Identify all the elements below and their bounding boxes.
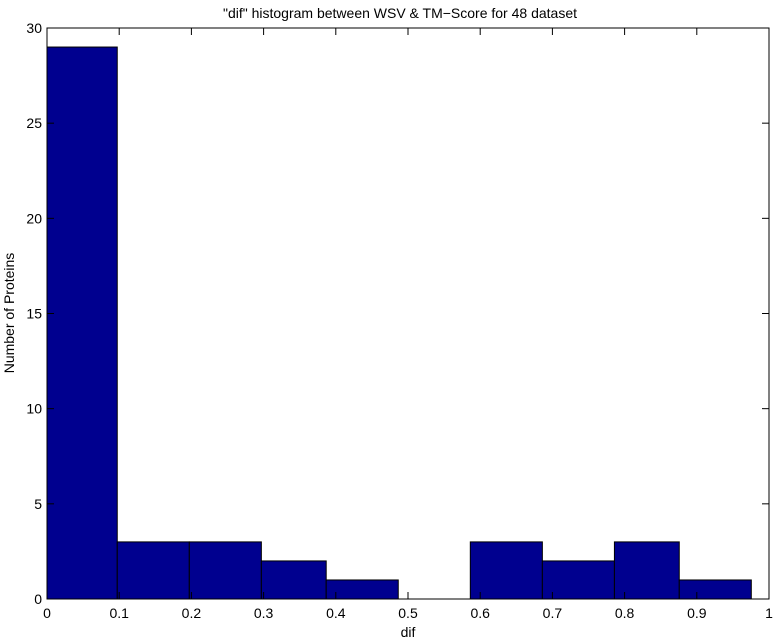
histogram-bar-5 — [325, 579, 399, 600]
y-tick-label: 25 — [26, 115, 42, 131]
y-tick-label: 10 — [26, 401, 42, 417]
x-tick-label: 0.5 — [398, 605, 418, 621]
x-tick-label: 0.9 — [687, 605, 707, 621]
histogram-bar-2 — [116, 541, 190, 600]
histogram-bar-3 — [188, 541, 262, 600]
y-tick-label: 0 — [34, 591, 42, 607]
y-tick-label: 5 — [34, 496, 42, 512]
y-tick-label: 20 — [26, 210, 42, 226]
x-tick-label: 0.4 — [326, 605, 346, 621]
x-tick-label: 0.1 — [109, 605, 129, 621]
x-axis-label: dif — [401, 624, 416, 640]
y-tick-label: 15 — [26, 306, 42, 322]
histogram-bar-10 — [678, 579, 752, 600]
x-tick-label: 0.7 — [543, 605, 563, 621]
y-axis-ticks: 0 5 10 15 20 25 30 — [26, 20, 769, 607]
y-tick-label: 30 — [26, 20, 42, 36]
y-axis-label: Number of Proteins — [1, 253, 17, 374]
x-tick-label: 0.3 — [254, 605, 274, 621]
x-tick-label: 0.6 — [470, 605, 490, 621]
x-tick-label: 0 — [43, 605, 51, 621]
histogram-bar-4 — [260, 560, 327, 600]
histogram-bar-1 — [46, 46, 118, 600]
histogram-bar-8 — [541, 560, 615, 600]
histogram-bar-7 — [469, 541, 543, 600]
x-tick-label: 0.8 — [615, 605, 635, 621]
plot-area-frame — [46, 27, 770, 600]
chart-title: "dif" histogram between WSV & TM−Score f… — [223, 5, 577, 21]
x-tick-label: 0.2 — [182, 605, 202, 621]
x-axis-ticks: 0 0.1 0.2 0.3 0.4 0.5 0.6 0.7 0.8 0.9 1 — [43, 28, 773, 621]
bars-group — [46, 46, 752, 600]
histogram-bar-9 — [613, 541, 680, 600]
x-tick-label: 1 — [765, 605, 773, 621]
